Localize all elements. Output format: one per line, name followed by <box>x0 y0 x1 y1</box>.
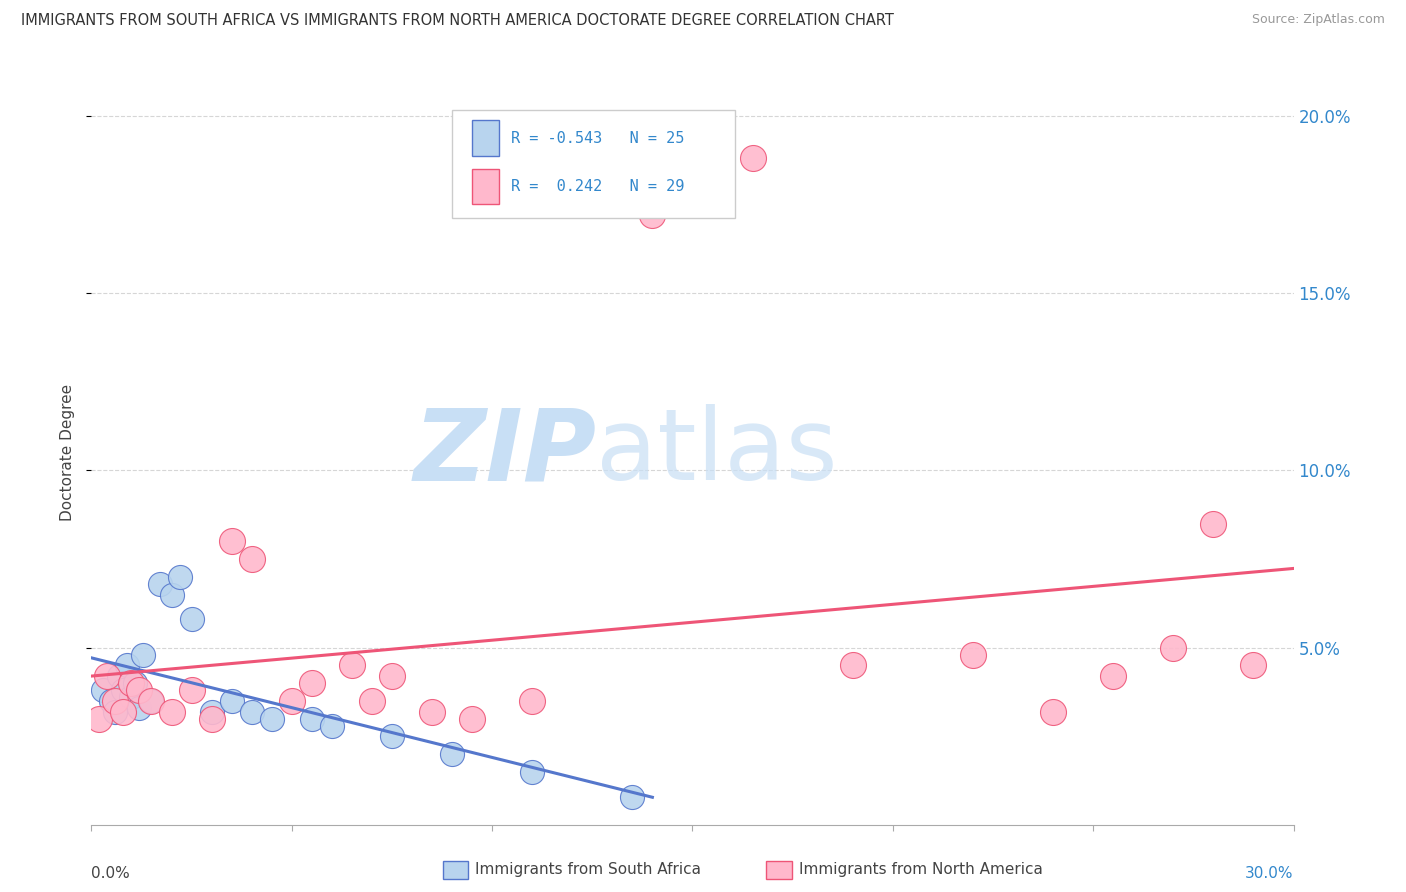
Point <box>1161 640 1184 655</box>
Point <box>148 577 170 591</box>
Point <box>128 701 150 715</box>
FancyBboxPatch shape <box>472 169 499 204</box>
Point <box>201 705 224 719</box>
Point <box>93 683 115 698</box>
Text: IMMIGRANTS FROM SOUTH AFRICA VS IMMIGRANTS FROM NORTH AMERICA DOCTORATE DEGREE C: IMMIGRANTS FROM SOUTH AFRICA VS IMMIGRAN… <box>21 13 894 29</box>
FancyBboxPatch shape <box>451 110 734 218</box>
Point <box>112 705 135 719</box>
Point <box>96 669 118 683</box>
Point <box>641 208 664 222</box>
Point <box>360 694 382 708</box>
Text: ZIP: ZIP <box>413 404 596 501</box>
Point <box>141 694 163 708</box>
Text: Source: ZipAtlas.com: Source: ZipAtlas.com <box>1251 13 1385 27</box>
Point <box>1243 658 1265 673</box>
Point <box>128 683 150 698</box>
Text: atlas: atlas <box>596 404 838 501</box>
Point <box>520 694 543 708</box>
Text: R =  0.242   N = 29: R = 0.242 N = 29 <box>510 179 685 194</box>
Point <box>160 588 183 602</box>
Point <box>441 747 464 761</box>
Point <box>621 789 644 804</box>
Point <box>741 151 763 165</box>
Point <box>1102 669 1125 683</box>
Point <box>124 676 146 690</box>
Point <box>201 712 224 726</box>
Point <box>180 683 202 698</box>
Y-axis label: Doctorate Degree: Doctorate Degree <box>60 384 76 521</box>
Point <box>340 658 363 673</box>
Point <box>112 683 135 698</box>
Point <box>104 705 127 719</box>
Point <box>260 712 283 726</box>
Point <box>108 669 131 683</box>
Point <box>420 705 443 719</box>
FancyBboxPatch shape <box>472 120 499 156</box>
Point <box>221 694 243 708</box>
Point <box>461 712 484 726</box>
Text: R = -0.543   N = 25: R = -0.543 N = 25 <box>510 130 685 145</box>
Point <box>321 719 343 733</box>
Point <box>1042 705 1064 719</box>
Text: 30.0%: 30.0% <box>1246 866 1294 881</box>
Point <box>100 694 122 708</box>
Point <box>520 764 543 779</box>
Point <box>240 552 263 566</box>
Point <box>381 669 404 683</box>
Point <box>381 730 404 744</box>
Text: 0.0%: 0.0% <box>91 866 131 881</box>
Point <box>841 658 863 673</box>
Point <box>301 712 323 726</box>
Point <box>240 705 263 719</box>
Text: Immigrants from South Africa: Immigrants from South Africa <box>475 863 702 877</box>
Point <box>132 648 155 662</box>
Point <box>121 690 143 705</box>
Point <box>221 534 243 549</box>
Point <box>104 694 127 708</box>
Point <box>962 648 984 662</box>
Point <box>160 705 183 719</box>
Point <box>169 570 191 584</box>
Point <box>121 676 143 690</box>
Point <box>141 694 163 708</box>
Point <box>1202 516 1225 531</box>
Point <box>89 712 111 726</box>
Point <box>281 694 304 708</box>
Text: Immigrants from North America: Immigrants from North America <box>799 863 1042 877</box>
Point <box>117 658 139 673</box>
Point <box>301 676 323 690</box>
Point <box>180 612 202 626</box>
